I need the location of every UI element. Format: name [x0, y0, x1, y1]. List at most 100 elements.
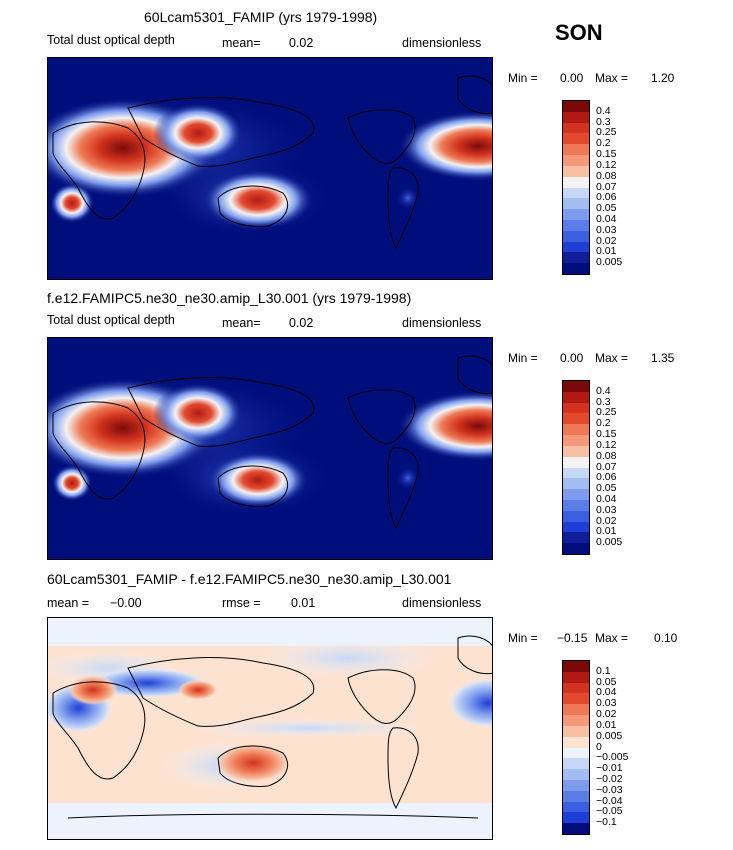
colorbar-swatch: [563, 435, 589, 446]
colorbar-level-label: 0.15: [596, 428, 617, 441]
colorbar-level-label: 0.25: [596, 406, 617, 419]
colorbar-level-label: 0.005: [596, 729, 623, 742]
dust-central-asia: [153, 383, 243, 443]
panel-3-rmse-label: rmse =: [222, 596, 261, 610]
colorbar-swatch: [563, 532, 589, 544]
panel-3-colorbar: [562, 660, 590, 835]
colorbar-level-label: −0.005: [596, 751, 629, 764]
panel-3-min-value: −0.15: [557, 631, 588, 645]
dust-south-america: [396, 186, 420, 210]
colorbar-swatch: [563, 209, 589, 220]
diff-atlantic-negative: [448, 678, 492, 728]
panel-1-min-label: Min =: [508, 71, 538, 85]
colorbar-swatch: [563, 801, 589, 813]
colorbar-level-label: 0.03: [596, 223, 617, 236]
colorbar-swatch: [563, 747, 589, 759]
panel-1-map: [47, 57, 493, 280]
colorbar-level-label: 0.25: [596, 126, 617, 139]
colorbar-level-label: 0.4: [596, 384, 611, 397]
colorbar-swatch: [563, 445, 589, 457]
panel-3-max-value: 0.10: [654, 631, 678, 645]
dust-central-asia: [153, 103, 243, 163]
panel-1-mean-label: mean=: [222, 36, 261, 50]
dust-australia: [203, 170, 313, 230]
panel-3-max-label: Max =: [595, 631, 629, 645]
colorbar-swatch: [563, 391, 589, 403]
colorbar-level-label: 0.05: [596, 675, 617, 688]
colorbar-swatch: [563, 543, 589, 554]
colorbar-swatch: [563, 725, 589, 737]
colorbar-level-label: 0.12: [596, 158, 617, 171]
colorbar-level-label: 0.3: [596, 395, 611, 408]
colorbar-level-label: 0.04: [596, 212, 617, 225]
panel-2-min-label: Min =: [508, 351, 538, 365]
diff-arctic-band: [48, 618, 492, 646]
diff-asia-negative: [88, 668, 208, 698]
panel-2-max-value: 1.35: [651, 351, 675, 365]
panel-2-variable: Total dust optical depth: [47, 313, 175, 327]
panel-1-units: dimensionless: [402, 36, 482, 50]
panel-3-min-label: Min =: [508, 631, 538, 645]
colorbar-level-label: 0.03: [596, 697, 617, 710]
panel-3-mean-label: mean =: [47, 596, 90, 610]
colorbar-swatch: [563, 252, 589, 264]
colorbar-swatch: [563, 715, 589, 726]
colorbar-swatch: [563, 424, 589, 436]
colorbar-swatch: [563, 499, 589, 511]
colorbar-level-label: 0.02: [596, 234, 617, 247]
colorbar-level-label: 0.07: [596, 180, 617, 193]
colorbar-level-label: 0.05: [596, 202, 617, 215]
colorbar-level-label: 0.2: [596, 417, 611, 430]
colorbar-swatch: [563, 198, 589, 210]
colorbar-level-label: 0.4: [596, 104, 611, 117]
colorbar-swatch: [563, 263, 589, 274]
dust-atlantic-plume: [398, 111, 492, 181]
colorbar-level-label: 0.08: [596, 449, 617, 462]
colorbar-level-label: 0.06: [596, 471, 617, 484]
dust-south-america: [396, 466, 420, 490]
colorbar-swatch: [563, 704, 589, 716]
dust-southern-africa: [52, 465, 92, 501]
colorbar-level-label: 0.08: [596, 169, 617, 182]
colorbar-level-label: 0.03: [596, 503, 617, 516]
colorbar-swatch: [563, 402, 589, 414]
colorbar-swatch: [563, 122, 589, 134]
colorbar-swatch: [563, 693, 589, 705]
colorbar-swatch: [563, 111, 589, 123]
colorbar-swatch: [563, 144, 589, 156]
coastlines: [52, 635, 492, 819]
colorbar-level-label: −0.01: [596, 762, 623, 775]
colorbar-swatch: [563, 219, 589, 231]
colorbar-swatch: [563, 736, 589, 748]
diff-north-america-light: [258, 638, 438, 678]
colorbar-swatch: [563, 790, 589, 802]
panel-2-map: [47, 337, 493, 560]
colorbar-swatch: [563, 467, 589, 479]
colorbar-swatch: [563, 381, 589, 392]
panel-3-units: dimensionless: [402, 596, 482, 610]
colorbar-level-label: −0.03: [596, 783, 623, 796]
panel-1-max-label: Max =: [595, 71, 629, 85]
panel-2-mean-value: 0.02: [289, 316, 314, 330]
colorbar-level-label: 0: [596, 740, 602, 753]
dust-southern-africa: [50, 183, 94, 223]
colorbar-level-label: 0.3: [596, 115, 611, 128]
colorbar-level-label: −0.05: [596, 805, 623, 818]
colorbar-swatch: [563, 413, 589, 425]
panel-2-units: dimensionless: [402, 316, 482, 330]
colorbar-swatch: [563, 489, 589, 500]
panel-2-max-label: Max =: [595, 351, 629, 365]
diff-pacific-band: [188, 718, 428, 738]
colorbar-swatch: [563, 230, 589, 242]
colorbar-level-label: −0.1: [596, 816, 617, 829]
colorbar-level-label: 0.12: [596, 438, 617, 451]
panel-2-colorbar: [562, 380, 590, 555]
panel-3-map: [47, 617, 493, 840]
colorbar-swatch: [563, 101, 589, 112]
colorbar-level-label: 0.01: [596, 718, 617, 731]
panel-3-title: 60Lcam5301_FAMIP - f.e12.FAMIPC5.ne30_ne…: [47, 571, 452, 587]
colorbar-level-label: 0.1: [596, 664, 611, 677]
colorbar-level-label: 0.04: [596, 492, 617, 505]
colorbar-swatch: [563, 823, 589, 834]
colorbar-level-label: 0.07: [596, 460, 617, 473]
